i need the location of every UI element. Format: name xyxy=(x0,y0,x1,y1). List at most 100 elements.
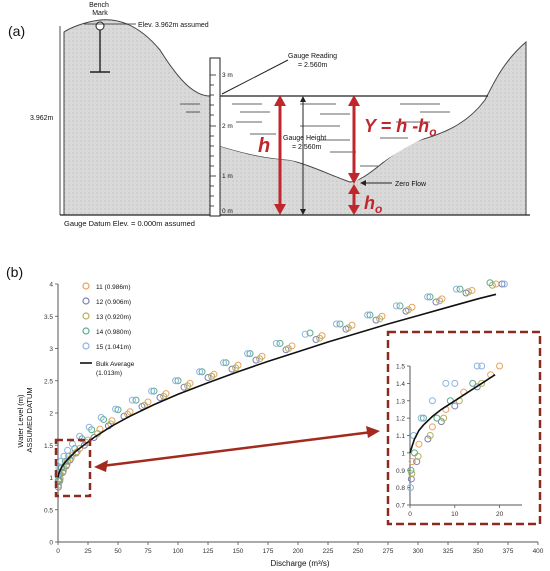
data-point-series-15 xyxy=(148,387,156,395)
data-point-series-14 xyxy=(58,464,66,472)
legend-item-11: 11 (0.986m) xyxy=(96,284,131,291)
inset-data-point-series-12 xyxy=(413,458,421,466)
data-point-series-15 xyxy=(424,293,432,301)
data-point-series-12 xyxy=(228,365,236,373)
legend-marker-13 xyxy=(82,312,90,320)
data-point-series-13 xyxy=(316,334,324,342)
legend: 11 (0.986m) 12 (0.906m) 13 (0.920m) 14 (… xyxy=(80,282,135,377)
legend-marker-14 xyxy=(82,327,90,335)
main-x-tick-label: 350 xyxy=(473,548,484,555)
data-point-series-15 xyxy=(97,414,105,422)
inset-y-tick-label: 1.4 xyxy=(396,381,405,388)
data-point-series-12 xyxy=(498,280,506,288)
data-point-series-13 xyxy=(140,401,148,409)
data-point-series-11 xyxy=(468,286,476,294)
equation-label: Y = h -ho xyxy=(364,116,437,139)
data-point-series-14 xyxy=(336,320,344,328)
data-point-series-14 xyxy=(426,293,434,301)
x-axis-label: Discharge (m³/s) xyxy=(270,559,329,568)
data-point-series-15 xyxy=(196,368,204,376)
main-x-tick-label: 100 xyxy=(173,548,184,555)
main-y-tick-label: 1.5 xyxy=(44,443,53,450)
data-point-series-15 xyxy=(301,330,309,338)
inset-data-point-series-14 xyxy=(419,414,427,422)
data-point-series-14 xyxy=(61,457,69,465)
data-point-series-11 xyxy=(144,398,152,406)
inset-data-point-series-13 xyxy=(478,379,486,387)
data-point-series-11 xyxy=(108,417,116,425)
main-chart-ticks: 0 25 50 75 100 125 150 175 200 225 250 275 300 325 350… xyxy=(44,282,544,556)
data-point-series-12 xyxy=(432,298,440,306)
inset-y-tick-label: 1.5 xyxy=(396,364,405,371)
main-y-tick-label: 3.5 xyxy=(44,314,53,321)
inset-data-point-series-12 xyxy=(437,418,445,426)
data-point-series-12 xyxy=(156,394,164,402)
inset-data-point-series-14 xyxy=(469,379,477,387)
left-depth-label: 3.962m xyxy=(30,115,54,122)
data-point-series-15 xyxy=(244,350,252,358)
data-point-series-13 xyxy=(284,345,292,352)
inset-y-tick-label: 1.1 xyxy=(396,433,405,440)
inset-y-tick-label: 1 xyxy=(401,450,405,457)
zoom-highlight-box xyxy=(54,438,92,498)
main-x-tick-label: 200 xyxy=(293,548,304,555)
main-x-tick-label: 75 xyxy=(144,548,152,555)
panel-b: (b) 0 25 50 75 100 125 150 175 200 225 250 275 300 32… xyxy=(6,264,544,568)
water-lines xyxy=(180,103,450,167)
main-x-tick-label: 225 xyxy=(323,548,334,555)
gauge-reading-label: Gauge Reading = 2.560m xyxy=(288,53,339,69)
staff-gauge xyxy=(209,57,221,217)
inset-data-point-series-14 xyxy=(410,449,418,457)
data-point-series-12 xyxy=(204,374,212,382)
inset-y-tick-label: 0.9 xyxy=(396,468,405,475)
inset-data-point-series-13 xyxy=(426,432,434,439)
data-point-series-11 xyxy=(492,280,500,288)
data-point-series-12 xyxy=(180,383,188,391)
data-point-series-13 xyxy=(184,382,192,390)
inset-data-point-series-12 xyxy=(473,383,481,391)
main-y-tick-label: 1 xyxy=(49,475,53,482)
staff-gauge-ticks xyxy=(210,74,216,207)
data-point-series-15 xyxy=(392,302,400,310)
data-point-series-12 xyxy=(372,316,380,324)
data-point-series-14 xyxy=(366,311,374,319)
data-point-series-13 xyxy=(256,355,264,363)
bench-mark-label: Bench Mark xyxy=(89,2,111,17)
datum-label: Gauge Datum Elev. = 0.000m assumed xyxy=(64,219,195,228)
main-x-tick-label: 400 xyxy=(533,548,544,555)
inset-x-tick-label: 20 xyxy=(496,511,504,518)
legend-marker-15 xyxy=(82,342,90,350)
elev-top-label: Elev. 3.962m assumed xyxy=(138,22,209,29)
legend-item-bulk-2: (1.013m) xyxy=(96,370,122,377)
zero-flow-label: Zero Flow xyxy=(395,181,427,188)
data-point-series-13 xyxy=(404,306,412,314)
inset-data-point-series-11 xyxy=(415,440,423,448)
main-x-tick-label: 25 xyxy=(84,548,92,555)
zoom-arrow xyxy=(101,430,373,468)
inset-data-point-series-15 xyxy=(417,414,425,422)
main-x-tick-label: 300 xyxy=(413,548,424,555)
inset-chart-ticks: 0 10 20 0.7 0.8 0.9 1 1.1 1.2 1.3 1.4 1.5 xyxy=(396,364,504,519)
data-point-series-15 xyxy=(128,396,136,404)
inset-data-point-series-13 xyxy=(414,452,422,460)
data-point-series-14 xyxy=(306,329,314,337)
inset-data-point-series-15 xyxy=(473,362,481,370)
main-x-tick-label: 175 xyxy=(263,548,274,555)
panel-b-label: (b) xyxy=(6,264,23,280)
inset-data-point-series-11 xyxy=(408,458,416,466)
main-y-tick-label: 3 xyxy=(49,346,53,353)
staff-tick-2: 2 m xyxy=(222,123,233,130)
inset-data-point-series-11 xyxy=(428,423,436,431)
data-point-series-13 xyxy=(376,315,384,323)
panel-a: (a) Bench Mark xyxy=(8,2,530,228)
inset-x-tick-label: 10 xyxy=(451,511,459,518)
inset-frame xyxy=(386,330,542,526)
data-point-series-15 xyxy=(64,446,72,454)
legend-item-14: 14 (0.980m) xyxy=(96,329,131,336)
data-point-series-14 xyxy=(276,339,284,347)
data-point-series-15 xyxy=(60,452,68,460)
legend-marker-11 xyxy=(82,282,90,290)
main-y-tick-label: 0 xyxy=(49,540,53,547)
data-point-series-15 xyxy=(332,320,340,328)
